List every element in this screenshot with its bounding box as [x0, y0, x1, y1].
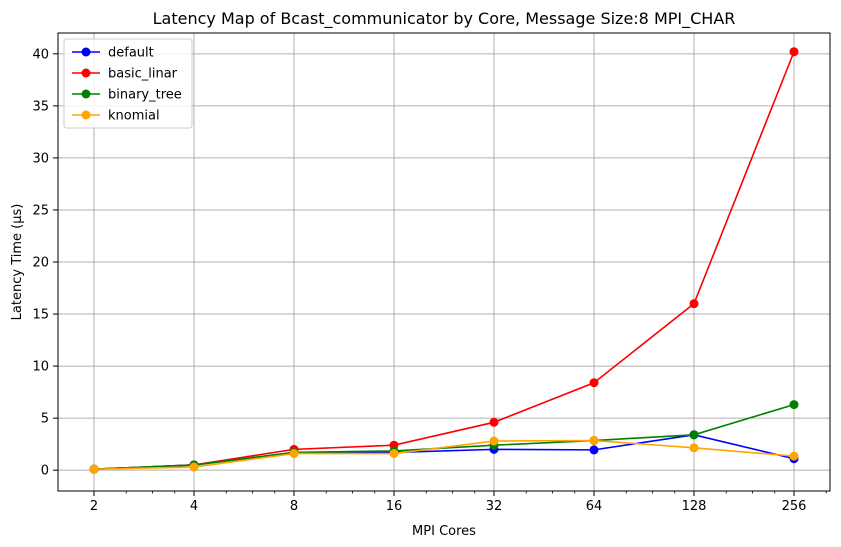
data-point [689, 299, 699, 309]
series-line [93, 439, 795, 470]
y-tick-label: 10 [32, 360, 49, 375]
y-tick-label: 30 [32, 151, 49, 166]
legend-marker [81, 110, 91, 120]
series-layer [89, 47, 799, 474]
legend-label: basic_linar [108, 67, 178, 82]
x-tick-label: 32 [486, 499, 503, 514]
data-point [389, 449, 399, 459]
legend-marker [81, 47, 91, 57]
data-point [89, 464, 99, 474]
data-point [589, 378, 599, 388]
x-tick-label: 8 [290, 499, 298, 514]
legend-item: binary_tree [72, 88, 182, 103]
data-point [789, 400, 799, 410]
legend-label: default [108, 46, 154, 61]
legend-item: knomial [72, 109, 160, 124]
x-tick-label: 16 [386, 499, 403, 514]
legend-item: default [72, 46, 154, 61]
data-point [589, 445, 599, 455]
legend-label: knomial [108, 109, 160, 124]
data-point [689, 430, 699, 440]
legend-label: binary_tree [108, 88, 182, 103]
x-axis-label: MPI Cores [412, 524, 476, 539]
y-axis-ticks: 0 5 10 15 20 25 30 35 40 [32, 47, 58, 479]
data-point [489, 436, 499, 446]
x-tick-label: 2 [90, 499, 98, 514]
data-point [789, 47, 799, 57]
x-tick-label: 128 [682, 499, 707, 514]
x-tick-label: 256 [782, 499, 807, 514]
legend-marker [81, 89, 91, 99]
series-knomial [89, 436, 799, 474]
y-tick-label: 40 [32, 47, 49, 62]
data-point [589, 436, 599, 446]
x-axis-ticks: 2 4 8 16 32 64 128 256 [90, 491, 827, 514]
x-tick-label: 4 [190, 499, 198, 514]
data-point [789, 451, 799, 461]
grid [58, 33, 830, 491]
data-point [189, 462, 199, 472]
legend-item: basic_linar [72, 67, 178, 82]
y-tick-label: 15 [32, 308, 49, 323]
chart-title: Latency Map of Bcast_communicator by Cor… [153, 9, 736, 29]
data-point [489, 417, 499, 427]
legend-box [63, 38, 193, 129]
y-axis-label: Latency Time (μs) [10, 204, 25, 321]
legend-marker [81, 68, 91, 78]
y-tick-label: 5 [41, 412, 49, 427]
y-tick-label: 20 [32, 256, 49, 271]
x-tick-label: 64 [586, 499, 603, 514]
data-point [689, 443, 699, 453]
data-point [289, 449, 299, 459]
y-tick-label: 0 [41, 464, 49, 479]
y-tick-label: 35 [32, 99, 49, 114]
y-tick-label: 25 [32, 203, 49, 218]
